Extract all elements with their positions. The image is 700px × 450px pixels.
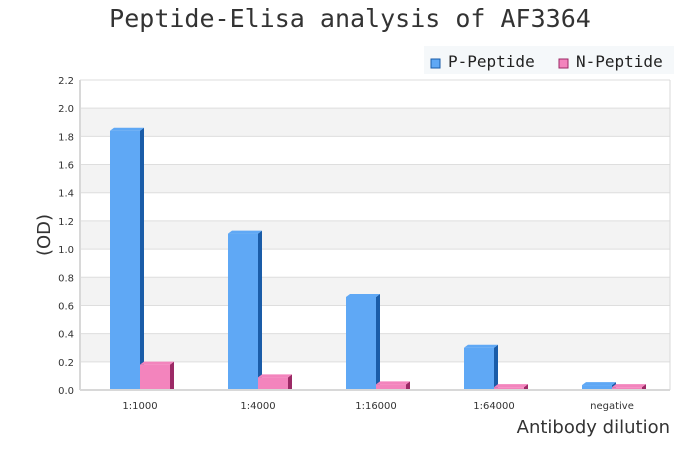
y-tick-label: 1.6 — [58, 161, 74, 172]
x-tick-label: 1:64000 — [473, 401, 515, 412]
bar-side — [170, 361, 174, 390]
bar-n-peptide-0 — [140, 364, 170, 390]
y-tick-label: 1.4 — [58, 189, 74, 200]
bar-top — [612, 384, 646, 388]
bar-p-peptide-3 — [464, 347, 494, 390]
bars — [110, 127, 646, 391]
y-tick-label: 0.2 — [58, 358, 74, 369]
grid-band — [80, 108, 670, 137]
legend-background — [424, 46, 674, 74]
x-tick-label: 1:16000 — [355, 401, 397, 412]
bar-side — [258, 230, 262, 390]
bar-p-peptide-1 — [228, 233, 258, 390]
bar-n-peptide-2 — [376, 384, 406, 390]
y-tick-label: 2.0 — [58, 104, 74, 115]
bar-p-peptide-2 — [346, 297, 376, 390]
x-tick-label: 1:1000 — [122, 401, 157, 412]
y-tick-label: 1.8 — [58, 132, 74, 143]
bar-side — [642, 384, 646, 390]
x-tick-label: negative — [590, 401, 634, 412]
legend-label: P-Peptide — [448, 52, 535, 71]
y-tick-label: 1.2 — [58, 217, 74, 228]
legend: P-Peptide N-Peptide — [430, 52, 663, 71]
y-tick-label: 0.0 — [58, 386, 74, 397]
bar-side — [494, 344, 498, 390]
chart-title: Peptide-Elisa analysis of AF3364 — [109, 4, 591, 33]
y-tick-label: 0.6 — [58, 301, 74, 312]
y-axis-label: (OD) — [34, 214, 55, 256]
bar-top — [140, 361, 174, 365]
bar-top — [346, 294, 380, 297]
bar-p-peptide-4 — [582, 385, 612, 390]
bar-side — [376, 294, 380, 390]
y-tick-label: 0.4 — [58, 330, 74, 341]
bar-top — [228, 230, 262, 234]
bar-top — [110, 127, 144, 131]
bar-p-peptide-0 — [110, 130, 140, 390]
legend-label: N-Peptide — [576, 52, 663, 71]
x-tick-label: 1:4000 — [240, 401, 275, 412]
bar-n-peptide-4 — [612, 387, 642, 390]
bar-n-peptide-3 — [494, 387, 524, 390]
bar-side — [406, 381, 410, 390]
bar-side — [524, 384, 528, 390]
bar-top — [258, 374, 292, 378]
y-tick-label: 0.8 — [58, 273, 74, 284]
bar-top — [582, 382, 616, 386]
legend-swatch — [430, 58, 441, 69]
bar-side — [288, 374, 292, 390]
bar-n-peptide-1 — [258, 377, 288, 390]
bar-top — [464, 344, 498, 348]
bar-top — [494, 384, 528, 388]
grid-band — [80, 164, 670, 193]
bar-side — [140, 127, 144, 391]
axes: 0.0 0.2 0.4 0.6 0.8 1.0 1.2 1.4 1.6 1.8 2.0 2.2 1:10… — [58, 76, 671, 412]
y-tick-label: 1.0 — [58, 245, 74, 256]
legend-swatch — [558, 58, 569, 69]
bar-top — [376, 381, 410, 385]
grid-band — [80, 220, 670, 250]
x-axis-label: Antibody dilution — [517, 417, 670, 438]
y-tick-label: 2.2 — [58, 76, 74, 87]
